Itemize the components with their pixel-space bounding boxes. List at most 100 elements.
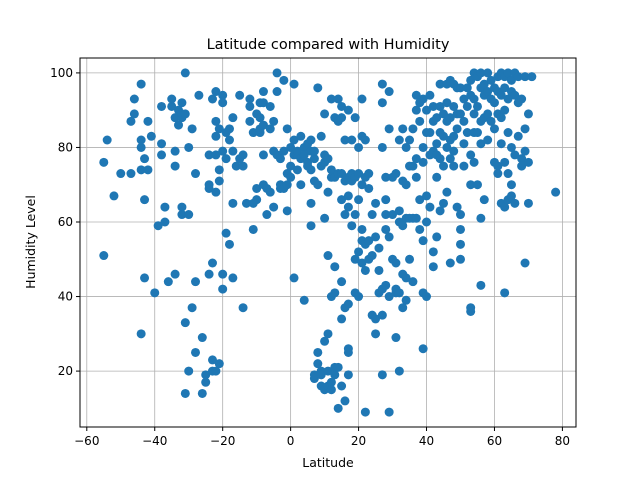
scatter-point (394, 206, 404, 216)
scatter-point (170, 113, 180, 123)
scatter-point (364, 169, 374, 179)
scatter-point (330, 262, 340, 272)
scatter-point (323, 329, 333, 339)
scatter-point (333, 362, 343, 372)
scatter-point (455, 224, 465, 234)
scatter-point (432, 139, 442, 149)
scatter-point (371, 232, 381, 242)
scatter-point (238, 150, 248, 160)
scatter-point (204, 150, 214, 160)
scatter-point (160, 202, 170, 212)
scatter-point (405, 135, 415, 145)
scatter-point (506, 180, 516, 190)
scatter-point (279, 146, 289, 156)
scatter-point (455, 83, 465, 93)
scatter-point (228, 273, 238, 283)
x-tick-label: −60 (74, 434, 99, 448)
scatter-point (384, 124, 394, 134)
plot-area-frame (79, 57, 577, 428)
scatter-point (513, 131, 523, 141)
scatter-point (503, 169, 513, 179)
scatter-point (520, 72, 530, 82)
scatter-point (296, 180, 306, 190)
scatter-point (449, 161, 459, 171)
scatter-point (313, 359, 323, 369)
scatter-point (299, 295, 309, 305)
scatter-point (445, 113, 455, 123)
scatter-point (211, 150, 221, 160)
scatter-point (326, 377, 336, 387)
scatter-point (476, 213, 486, 223)
scatter-point (136, 165, 146, 175)
scatter-point (452, 202, 462, 212)
scatter-point (398, 124, 408, 134)
scatter-point (483, 68, 493, 78)
scatter-point (340, 210, 350, 220)
scatter-point (408, 161, 418, 171)
scatter-point (221, 228, 231, 238)
scatter-point (262, 210, 272, 220)
scatter-point (401, 142, 411, 152)
scatter-point (493, 161, 503, 171)
scatter-point (170, 269, 180, 279)
scatter-point (160, 217, 170, 227)
scatter-point (231, 161, 241, 171)
scatter-point (157, 150, 167, 160)
scatter-point (99, 157, 109, 167)
scatter-point (136, 329, 146, 339)
scatter-point (425, 202, 435, 212)
scatter-point (238, 303, 248, 313)
scatter-point (357, 180, 367, 190)
scatter-point (228, 146, 238, 156)
scatter-point (180, 68, 190, 78)
scatter-point (269, 116, 279, 126)
x-axis-label: Latitude (302, 455, 354, 470)
scatter-point (551, 187, 561, 197)
x-tick-label: 60 (487, 434, 502, 448)
scatter-point (476, 280, 486, 290)
scatter-point (381, 224, 391, 234)
scatter-point (459, 94, 469, 104)
chart-title: Latitude compared with Humidity (207, 37, 450, 53)
scatter-point (214, 165, 224, 175)
x-tick-label: −40 (142, 434, 167, 448)
scatter-point (306, 198, 316, 208)
scatter-point (408, 124, 418, 134)
scatter-point (394, 366, 404, 376)
scatter-point (303, 157, 313, 167)
axis-ticks: −60 −40 −20 0 20 40 60 80 20 40 60 80 100 (50, 66, 570, 448)
scatter-point (163, 277, 173, 287)
scatter-point (323, 187, 333, 197)
scatter-point (343, 299, 353, 309)
scatter-point (432, 113, 442, 123)
scatter-point (445, 154, 455, 164)
scatter-point (275, 154, 285, 164)
scatter-point (343, 347, 353, 357)
scatter-point (218, 269, 228, 279)
scatter-point (398, 221, 408, 231)
scatter-point (211, 187, 221, 197)
scatter-point (143, 116, 153, 126)
scatter-point (337, 381, 347, 391)
scatter-point (388, 210, 398, 220)
scatter-point (418, 142, 428, 152)
scatter-point (472, 180, 482, 190)
scatter-point (381, 172, 391, 182)
scatter-point (343, 202, 353, 212)
scatter-point (337, 101, 347, 111)
scatter-point (323, 251, 333, 261)
y-tick-label: 40 (58, 290, 73, 304)
scatter-point (316, 131, 326, 141)
scatter-point (224, 239, 234, 249)
scatter-point (170, 161, 180, 171)
scatter-point (245, 101, 255, 111)
scatter-point (381, 195, 391, 205)
scatter-point (469, 109, 479, 119)
scatter-point (391, 169, 401, 179)
scatter-point (384, 292, 394, 302)
scatter-point (320, 213, 330, 223)
scatter-point (479, 195, 489, 205)
scatter-point (394, 135, 404, 145)
scatter-point (343, 370, 353, 380)
scatter-point (466, 150, 476, 160)
